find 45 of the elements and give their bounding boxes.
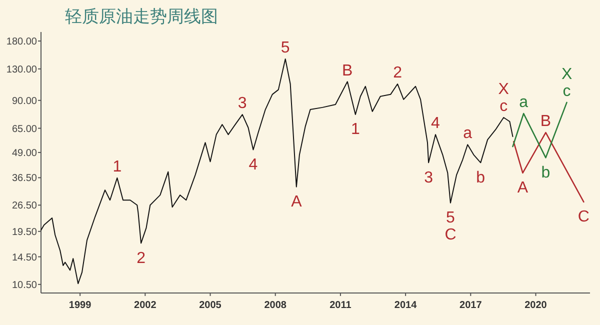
annotation: A	[517, 180, 528, 197]
x-tick-label: 2008	[264, 300, 287, 311]
annotation: c	[500, 98, 508, 116]
annotation: 5	[446, 209, 456, 226]
y-tick-label: 49.00	[12, 148, 38, 159]
y-tick-label: 36.50	[12, 173, 38, 184]
y-tick-label: 26.50	[12, 200, 38, 212]
annotation: a	[519, 94, 528, 112]
y-tick-label: 19.50	[12, 226, 38, 238]
x-tick-label: 2002	[134, 300, 157, 311]
x-tick-label: 2005	[199, 300, 222, 311]
y-tick-label: 90.00	[12, 96, 38, 107]
x-tick-label: 2017	[460, 300, 482, 311]
annotation: 2	[393, 64, 402, 82]
annotation: 4	[431, 115, 440, 132]
x-tick-label: 2020	[524, 300, 548, 311]
y-tick-label: 180.00	[6, 36, 38, 48]
annotation: C	[578, 208, 590, 226]
chart-title: 轻质原油走势周线图	[65, 7, 218, 26]
line-series	[40, 58, 514, 284]
annotation: B	[540, 113, 552, 130]
annotation: 5	[280, 40, 290, 57]
x-tick-label: 1999	[68, 300, 92, 311]
annotation: 3	[424, 169, 434, 186]
x-tick-label: 2011	[330, 300, 352, 311]
annotation: a	[463, 125, 472, 142]
x-tick-label: 2014	[394, 300, 418, 311]
annotation: 4	[248, 156, 258, 174]
y-tick-label: 65.00	[12, 124, 38, 135]
annotation: 1	[350, 121, 360, 138]
annotation: C	[444, 226, 456, 244]
annotation: B	[342, 62, 353, 80]
annotation: b	[476, 169, 486, 186]
annotation: b	[541, 164, 550, 182]
y-tick-label: 130.00	[6, 64, 38, 76]
line-series	[512, 132, 584, 203]
annotation: 2	[136, 250, 146, 267]
annotation: 1	[112, 158, 122, 176]
annotation: 3	[238, 95, 247, 112]
annotation: c	[562, 83, 571, 100]
annotation: X	[498, 81, 510, 98]
annotation: X	[561, 66, 572, 84]
y-tick-label: 14.50	[12, 252, 38, 264]
annotation: A	[291, 193, 302, 210]
y-tick-label: 10.50	[12, 280, 38, 291]
